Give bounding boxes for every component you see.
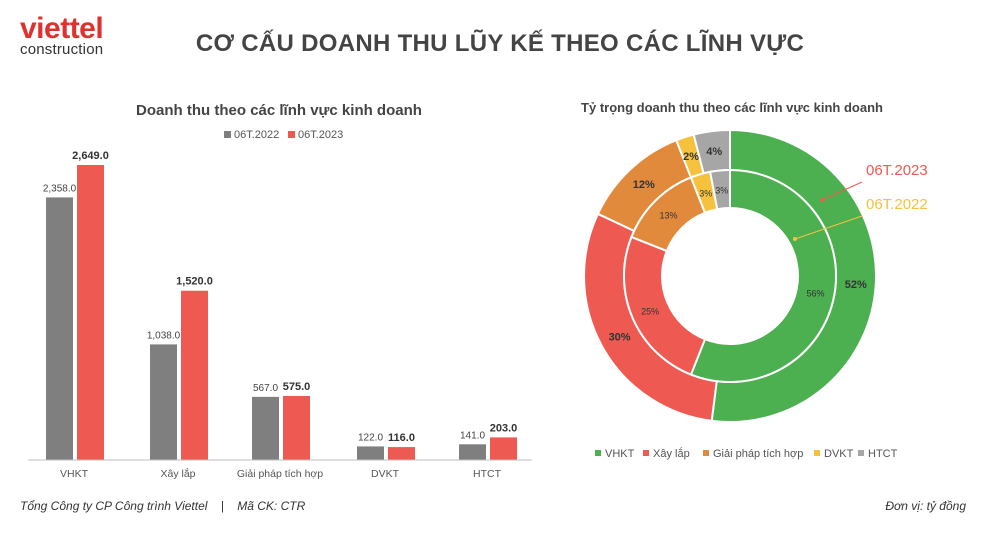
footer-company-info: Tổng Công ty CP Công trình Viettel | Mã … xyxy=(20,499,305,513)
legend-swatch-htct xyxy=(858,450,864,456)
donut-chart-title: Tỷ trọng doanh thu theo các lĩnh vực kin… xyxy=(581,100,883,115)
x-tick-vhkt: VHKT xyxy=(60,468,89,480)
bar-label-06t-2023-xay-lap: 1,520.0 xyxy=(176,276,213,288)
x-tick-giai-phap-tich-hop: Giải pháp tích hợp xyxy=(237,468,323,480)
bar-chart-marks: 2,358.0 2,649.0 VHKT 1,038.0 1,520.0 Xây lắp 5… xyxy=(43,150,517,480)
bar-06t-2023-xay-lap xyxy=(181,290,208,460)
bar-label-06t-2023-htct: 203.0 xyxy=(490,422,518,434)
bar-06t-2023-dvkt xyxy=(388,447,415,460)
bar-label-06t-2022-xay-lap: 1,038.0 xyxy=(147,330,181,341)
legend-swatch-06t-2022 xyxy=(224,131,231,138)
donut-chart-marks: 52% 30% 12% 2% 4% 56% 25% 13% 3% 3% xyxy=(583,128,877,423)
logo-sub-text: construction xyxy=(20,41,104,58)
footer-ticker: Mã CK: CTR xyxy=(237,499,306,513)
slice-inner-vhkt xyxy=(689,168,837,383)
slice-label-outer-htct: 4% xyxy=(706,146,722,158)
legend-swatch-xay-lap xyxy=(643,450,649,456)
legend-swatch-dvkt xyxy=(814,450,820,456)
slice-label-inner-htct: 3% xyxy=(715,185,728,195)
donut-chart: Tỷ trọng doanh thu theo các lĩnh vực kin… xyxy=(581,100,928,460)
footer-company: Tổng Công ty CP Công trình Viettel xyxy=(20,499,208,513)
logo-main-text: viettel xyxy=(20,12,104,45)
bar-06t-2023-vhkt xyxy=(77,165,104,460)
slice-label-outer-xay-lap: 30% xyxy=(609,332,631,344)
bar-label-06t-2022-htct: 141.0 xyxy=(460,430,485,441)
legend-swatch-06t-2023 xyxy=(288,131,295,138)
bar-06t-2023-htct xyxy=(490,437,517,460)
donut-ring-annotations: 06T.2023 06T.2022 xyxy=(793,162,928,241)
bar-label-06t-2023-dvkt: 116.0 xyxy=(388,432,415,444)
footer-separator: | xyxy=(220,499,224,513)
bar-06t-2022-xay-lap xyxy=(150,344,177,460)
bar-label-06t-2023-giai-phap-tich-hop: 575.0 xyxy=(283,381,311,393)
bar-chart-legend: 06T.2022 06T.2023 xyxy=(224,129,343,141)
slice-inner-htct xyxy=(708,168,731,211)
bar-label-06t-2022-vhkt: 2,358.0 xyxy=(43,183,77,194)
legend-label-htct: HTCT xyxy=(868,448,898,460)
slice-label-inner-xay-lap: 25% xyxy=(641,307,659,317)
bar-label-06t-2023-vhkt: 2,649.0 xyxy=(72,150,109,162)
bar-label-06t-2022-giai-phap-tich-hop: 567.0 xyxy=(253,383,278,394)
donut-chart-legend: VHKT Xây lắp Giải pháp tích hợp DVKT HTCT xyxy=(595,447,898,460)
annotation-outer-pointer xyxy=(821,181,863,201)
legend-label-giai-phap-tich-hop: Giải pháp tích hợp xyxy=(713,448,803,460)
bar-chart-title: Doanh thu theo các lĩnh vực kinh doanh xyxy=(136,102,422,119)
footer-unit: Đơn vị: tỷ đồng xyxy=(885,499,966,513)
legend-swatch-giai-phap-tich-hop xyxy=(703,450,709,456)
bar-chart: Doanh thu theo các lĩnh vực kinh doanh 0… xyxy=(28,102,532,480)
bar-06t-2023-giai-phap-tich-hop xyxy=(283,395,310,460)
annotation-inner-pointer xyxy=(794,215,863,240)
bar-06t-2022-dvkt xyxy=(357,446,384,460)
annotation-inner-ring: 06T.2022 xyxy=(866,196,928,213)
annotation-inner-dot xyxy=(793,237,797,241)
legend-label-06t-2022: 06T.2022 xyxy=(234,129,279,141)
legend-label-dvkt: DVKT xyxy=(824,448,854,460)
bar-06t-2022-htct xyxy=(459,444,486,460)
company-logo: viettel construction xyxy=(20,12,104,58)
bar-label-06t-2022-dvkt: 122.0 xyxy=(358,432,383,443)
slice-label-inner-giai-phap-tich-hop: 13% xyxy=(659,210,677,220)
x-tick-dvkt: DVKT xyxy=(371,468,400,480)
x-tick-xay-lap: Xây lắp xyxy=(160,467,195,480)
slice-label-outer-giai-phap-tich-hop: 12% xyxy=(633,179,655,191)
legend-label-xay-lap: Xây lắp xyxy=(653,447,690,460)
slice-label-outer-dvkt: 2% xyxy=(683,151,699,163)
slice-label-inner-vhkt: 56% xyxy=(806,288,824,298)
annotation-outer-dot xyxy=(820,198,824,202)
x-tick-htct: HTCT xyxy=(473,468,502,480)
slice-label-inner-dvkt: 3% xyxy=(699,188,712,198)
legend-label-vhkt: VHKT xyxy=(605,448,635,460)
legend-swatch-vhkt xyxy=(595,450,601,456)
bar-06t-2022-vhkt xyxy=(46,197,73,461)
bar-06t-2022-giai-phap-tich-hop xyxy=(252,396,279,460)
slice-label-outer-vhkt: 52% xyxy=(845,279,867,291)
annotation-outer-ring: 06T.2023 xyxy=(866,162,928,179)
page-title: CƠ CẤU DOANH THU LŨY KẾ THEO CÁC LĨNH VỰ… xyxy=(195,30,805,57)
legend-label-06t-2023: 06T.2023 xyxy=(298,129,343,141)
